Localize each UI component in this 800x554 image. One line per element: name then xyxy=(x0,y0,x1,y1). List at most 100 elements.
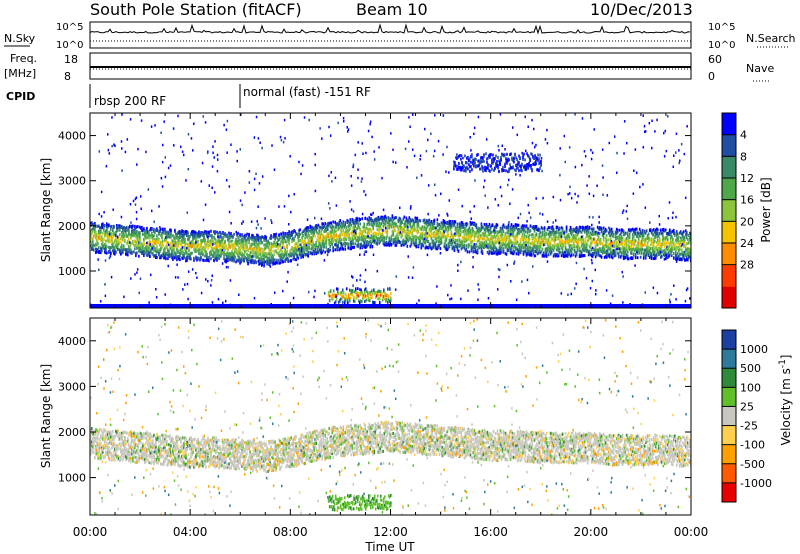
power-cell xyxy=(510,246,513,250)
power-cell xyxy=(171,238,173,242)
power-cell xyxy=(595,248,598,252)
power-cell xyxy=(353,226,356,230)
power-cell xyxy=(172,239,174,243)
power-cell xyxy=(572,253,575,257)
power-cell xyxy=(506,243,509,247)
power-cell xyxy=(521,224,524,228)
power-cell xyxy=(565,228,568,232)
power-cell xyxy=(316,238,318,242)
power-cell xyxy=(273,240,275,244)
power-cell xyxy=(177,256,179,260)
power-cell xyxy=(477,246,480,250)
power-cell xyxy=(266,262,268,266)
power-cell xyxy=(359,218,362,222)
power-cell xyxy=(509,251,512,255)
power-cell xyxy=(266,259,268,263)
power-cell xyxy=(192,230,194,234)
power-cell xyxy=(598,232,601,236)
power-cell xyxy=(348,233,351,237)
power-cell xyxy=(308,245,310,249)
power-cell xyxy=(620,235,623,239)
power-cell xyxy=(352,246,355,250)
power-cell xyxy=(580,237,583,241)
power-cell xyxy=(336,244,339,248)
power-cell xyxy=(512,249,515,253)
power-cell xyxy=(382,234,385,238)
power-cell xyxy=(477,232,480,236)
power-cell xyxy=(257,254,259,258)
power-cell xyxy=(511,251,514,255)
power-cell xyxy=(199,231,201,235)
power-cell xyxy=(264,253,266,257)
power-cell xyxy=(563,254,566,258)
power-cell xyxy=(296,255,298,259)
power-cell xyxy=(360,233,363,237)
power-cell xyxy=(279,256,281,260)
power-cell xyxy=(280,248,282,252)
power-cell xyxy=(550,250,553,254)
power-cell xyxy=(335,235,338,239)
power-cell xyxy=(458,225,461,229)
power-cell xyxy=(413,226,416,230)
power-cell xyxy=(548,243,551,247)
power-cell xyxy=(409,236,412,240)
power-cell xyxy=(600,227,603,231)
power-cell xyxy=(557,242,560,246)
power-cell xyxy=(590,238,593,242)
power-cell xyxy=(120,249,122,253)
power-cell xyxy=(483,233,486,237)
power-cell xyxy=(114,241,116,245)
power-cell xyxy=(320,245,322,249)
power-cell xyxy=(366,227,369,231)
power-cell xyxy=(316,248,318,252)
power-cell xyxy=(424,231,427,235)
power-cell xyxy=(221,242,223,246)
power-cell xyxy=(298,234,300,238)
power-cell xyxy=(223,257,225,261)
power-cell xyxy=(265,239,267,243)
power-cell xyxy=(304,227,306,231)
power-cell xyxy=(322,243,324,247)
power-cell xyxy=(211,236,213,240)
power-cell xyxy=(575,235,578,239)
power-cell xyxy=(249,244,251,248)
power-cell xyxy=(450,230,453,234)
power-cell xyxy=(537,245,540,249)
power-cell xyxy=(369,227,372,231)
power-cell xyxy=(244,255,246,259)
power-cell xyxy=(110,227,112,231)
power-cell xyxy=(595,240,598,244)
power-cell xyxy=(526,249,529,253)
power-cell xyxy=(618,250,621,254)
power-cell xyxy=(154,238,156,242)
power-cell xyxy=(286,232,288,236)
power-cell xyxy=(423,239,426,243)
power-cell xyxy=(110,240,112,244)
power-cell xyxy=(567,248,570,252)
power-cell xyxy=(322,226,324,230)
power-cell xyxy=(490,224,493,228)
power-cell xyxy=(533,245,536,249)
power-cell xyxy=(250,250,252,254)
power-cell xyxy=(624,241,627,245)
power-cell xyxy=(349,246,352,250)
power-cell xyxy=(345,227,348,231)
power-cell xyxy=(248,238,250,242)
power-cell xyxy=(259,252,261,256)
power-cell xyxy=(561,249,564,253)
power-cell xyxy=(625,254,628,258)
power-cell xyxy=(539,243,542,247)
power-cell xyxy=(571,229,574,233)
power-cell xyxy=(530,250,533,254)
power-cell xyxy=(547,246,550,250)
power-cell xyxy=(124,228,126,232)
power-cell xyxy=(315,229,317,233)
power-cell xyxy=(214,242,216,246)
power-cell xyxy=(397,218,400,222)
power-cell xyxy=(123,248,125,252)
power-cell xyxy=(225,253,227,257)
power-cell xyxy=(142,232,144,236)
power-cell xyxy=(432,235,435,239)
power-cell xyxy=(262,253,264,257)
power-cell xyxy=(251,238,253,242)
